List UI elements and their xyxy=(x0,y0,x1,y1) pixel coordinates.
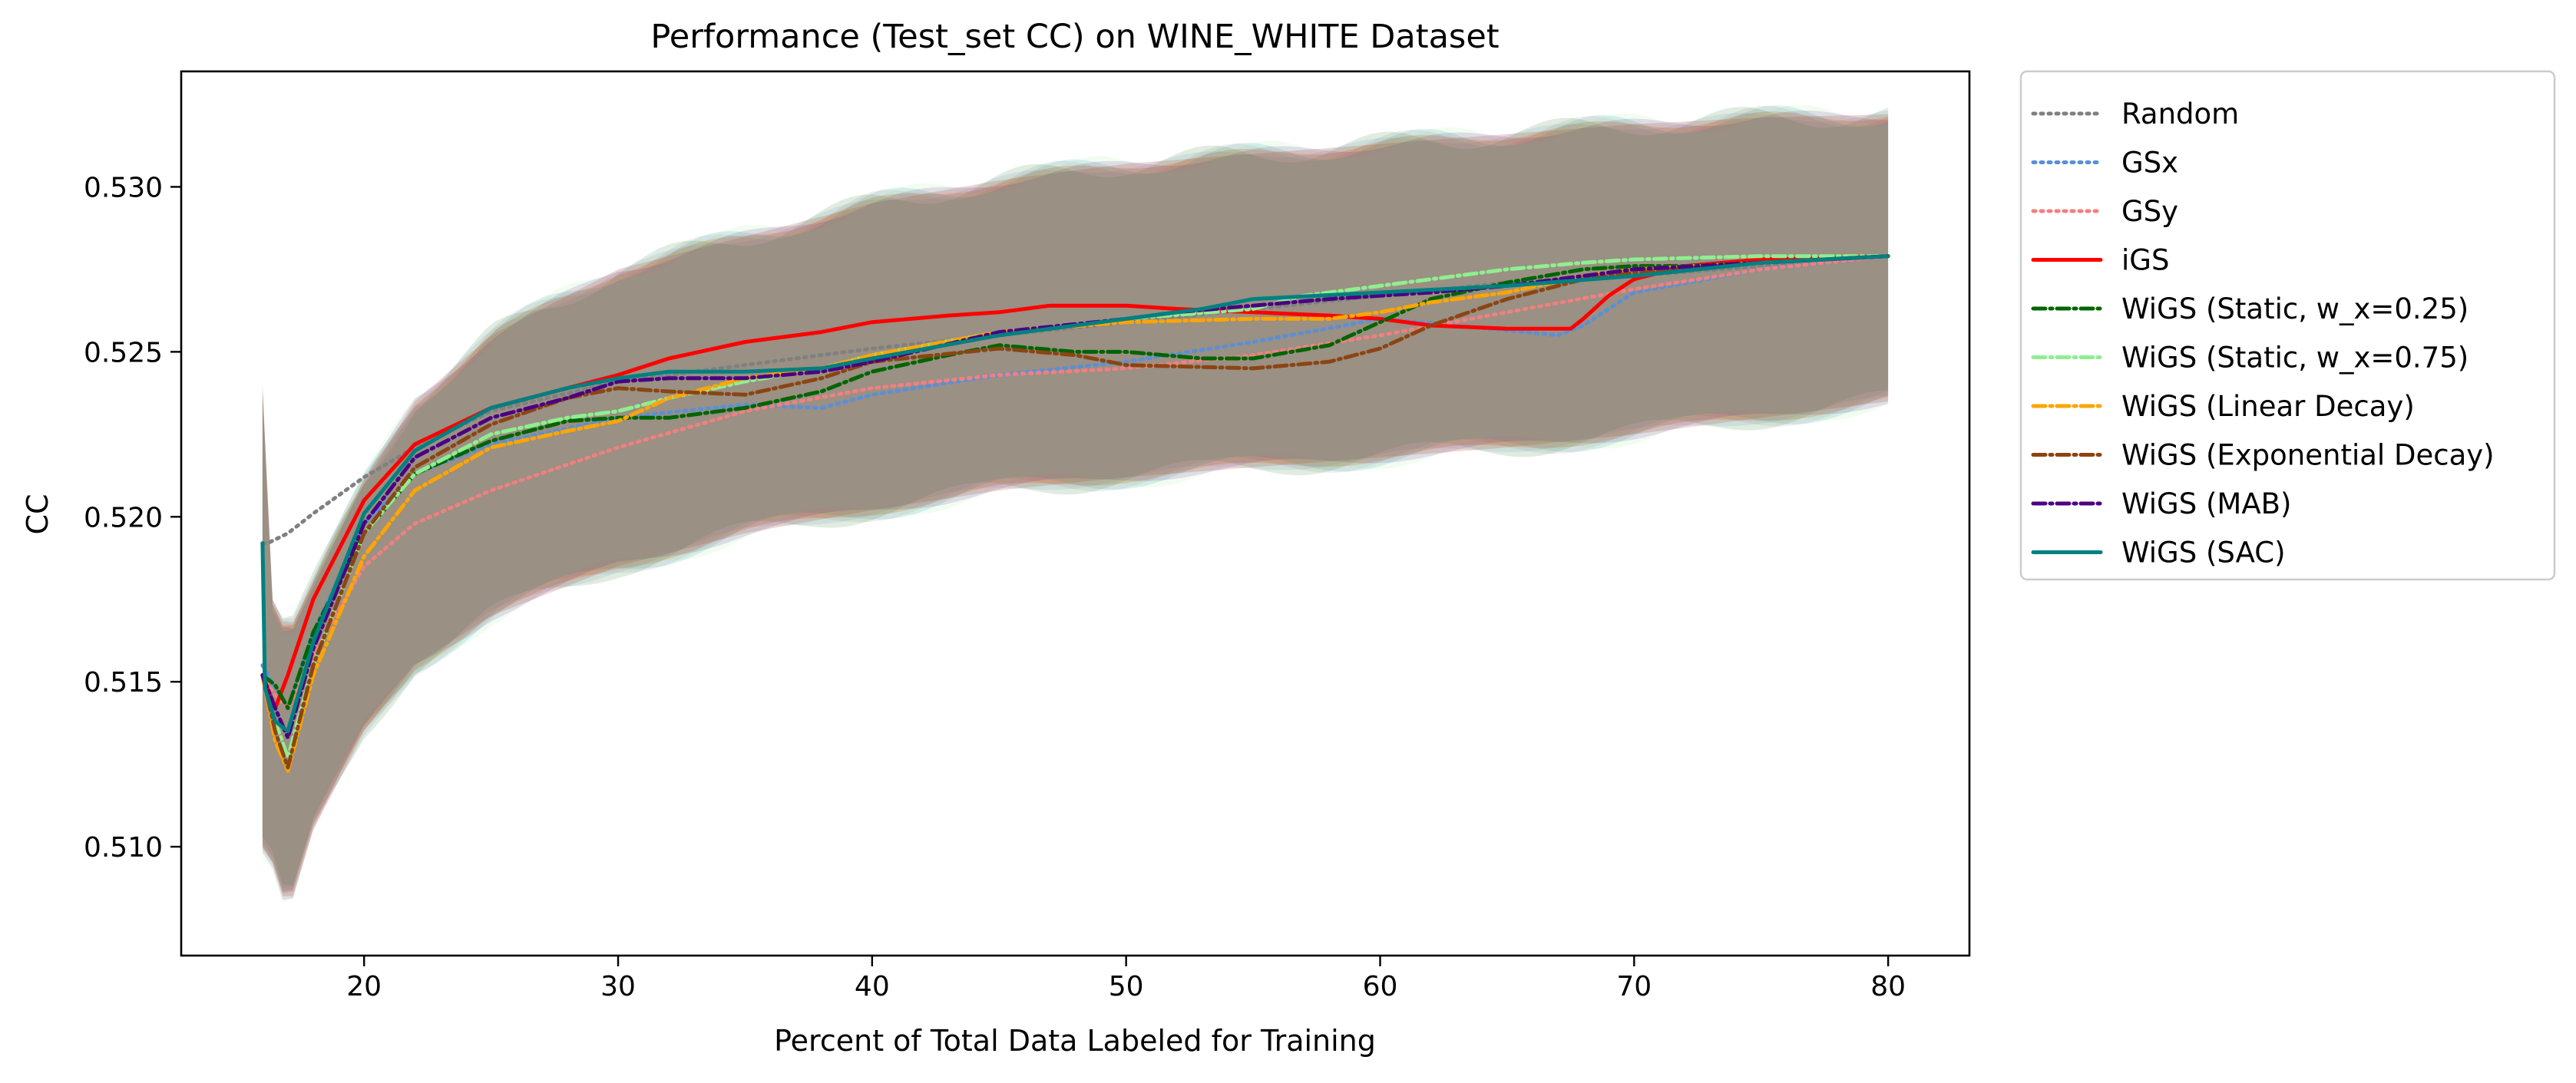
legend-label: WiGS (Static, w_x=0.25) xyxy=(2121,292,2469,325)
x-tick-label: 60 xyxy=(1363,971,1398,1002)
legend-label: WiGS (MAB) xyxy=(2121,487,2291,520)
y-tick-label: 0.525 xyxy=(84,337,163,368)
legend-item-wigs-linear-decay: WiGS (Linear Decay) xyxy=(2031,390,2415,423)
legend-item-random: Random xyxy=(2031,97,2239,130)
x-tick-label: 20 xyxy=(346,971,382,1002)
y-tick-label: 0.510 xyxy=(84,832,163,863)
legend-label: WiGS (SAC) xyxy=(2121,537,2286,570)
legend-item-wigs-static-w-x-0-25: WiGS (Static, w_x=0.25) xyxy=(2031,292,2469,325)
x-axis-ticks: 20 30 40 50 60 70 80 xyxy=(346,956,1906,1002)
x-tick-label: 30 xyxy=(600,971,636,1002)
band-wigs-static-w-x-0-25 xyxy=(262,107,1889,886)
line-igs xyxy=(260,254,1890,711)
line-wigs-sac xyxy=(260,254,1890,734)
y-tick-label: 0.520 xyxy=(84,502,163,533)
x-tick-label: 70 xyxy=(1616,971,1652,1002)
x-tick-label: 80 xyxy=(1870,971,1906,1002)
x-tick-label: 50 xyxy=(1109,971,1144,1002)
legend-item-gsy: GSy xyxy=(2031,195,2178,228)
legend-frame xyxy=(2019,70,2556,581)
legend-item-wigs-static-w-x-0-75: WiGS (Static, w_x=0.75) xyxy=(2031,342,2469,375)
band-wigs-static-w-x-0-75 xyxy=(262,104,1889,903)
y-axis-ticks: 0.510 0.515 0.520 0.525 0.530 xyxy=(84,172,181,863)
legend-item-wigs-exponential-decay: WiGS (Exponential Decay) xyxy=(2031,439,2495,472)
legend: Random GSx GSy iGS WiGS (Static, w_x=0.25) Wi… xyxy=(2019,70,2556,581)
legend-label: iGS xyxy=(2121,244,2169,277)
plot-frame xyxy=(180,70,1971,957)
chart-title: Performance (Test_set CC) on WINE_WHITE … xyxy=(650,18,1499,56)
y-axis-label: CC xyxy=(21,494,55,534)
y-tick-label: 0.530 xyxy=(84,172,163,203)
legend-item-igs: iGS xyxy=(2031,244,2169,277)
legend-item-gsx: GSx xyxy=(2031,147,2178,180)
legend-label: WiGS (Static, w_x=0.75) xyxy=(2121,342,2469,375)
line-random xyxy=(260,254,1890,546)
legend-label: WiGS (Exponential Decay) xyxy=(2121,439,2495,472)
legend-item-wigs-sac: WiGS (SAC) xyxy=(2031,537,2286,570)
band-random xyxy=(262,105,1889,888)
band-gsx xyxy=(262,110,1889,891)
y-tick-label: 0.515 xyxy=(84,667,163,698)
series-lines xyxy=(260,254,1890,773)
x-tick-label: 40 xyxy=(855,971,890,1002)
x-axis-label: Percent of Total Data Labeled for Traini… xyxy=(774,1024,1376,1058)
legend-label: GSy xyxy=(2121,195,2178,228)
legend-label: WiGS (Linear Decay) xyxy=(2121,390,2415,423)
band-wigs-sac xyxy=(262,105,1889,893)
legend-item-wigs-mab: WiGS (MAB) xyxy=(2031,487,2291,520)
legend-label: Random xyxy=(2121,97,2239,130)
legend-label: GSx xyxy=(2121,147,2178,180)
